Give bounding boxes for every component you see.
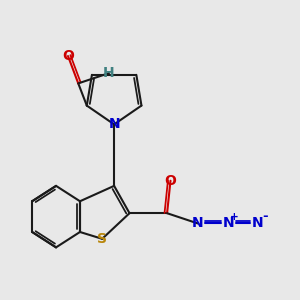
- Text: -: -: [262, 210, 268, 223]
- Text: O: O: [165, 174, 176, 188]
- Text: N: N: [223, 217, 234, 230]
- Text: O: O: [62, 49, 74, 63]
- Text: H: H: [103, 66, 115, 80]
- Text: N: N: [252, 217, 263, 230]
- Text: +: +: [230, 212, 239, 222]
- Text: N: N: [192, 217, 204, 230]
- Text: S: S: [97, 232, 107, 246]
- Text: N: N: [108, 117, 120, 131]
